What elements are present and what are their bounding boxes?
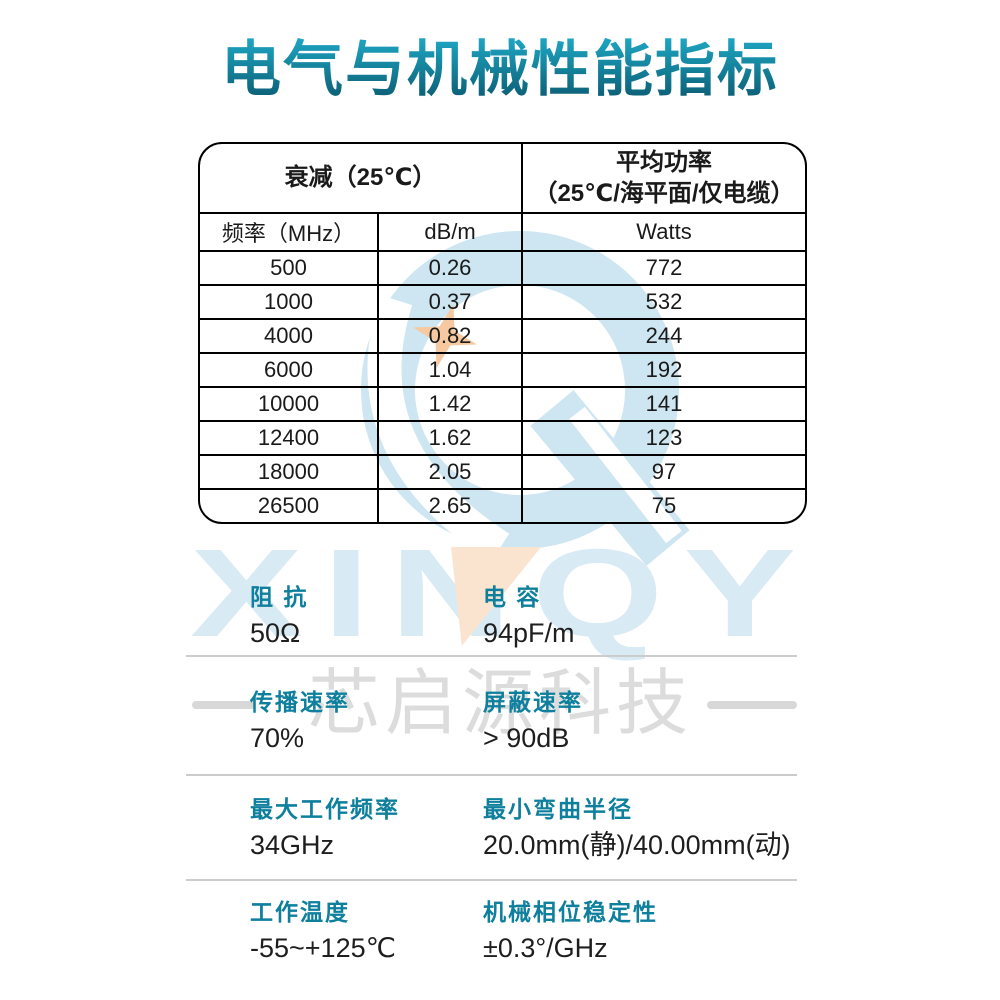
- spec-row-velocity-shielding: 传播速率 70% 屏蔽速率 > 90dB: [250, 689, 810, 754]
- performance-table: 衰减（25℃） 平均功率 （25℃/海平面/仅电缆） 频率（MHz） dB/m …: [198, 142, 807, 524]
- spec-row-temperature-phase: 工作温度 -55~+125℃ 机械相位稳定性 ±0.3°/GHz: [250, 899, 810, 964]
- cell-frequency: 4000: [200, 319, 379, 354]
- spec-row-frequency-bend: 最大工作频率 34GHz 最小弯曲半径 20.0mm(静)/40.00mm(动): [250, 796, 810, 861]
- max-frequency-value: 34GHz: [250, 830, 335, 861]
- power-group-header: 平均功率 （25℃/海平面/仅电缆）: [522, 144, 805, 214]
- cell-frequency: 500: [200, 251, 379, 286]
- cell-watts: 192: [522, 353, 805, 388]
- cell-frequency: 26500: [200, 489, 379, 522]
- cell-dbm: 1.42: [378, 387, 524, 422]
- table-row: 4000 0.82 244: [200, 319, 805, 354]
- shielding-label: 屏蔽速率: [483, 689, 583, 715]
- cell-watts: 532: [522, 285, 805, 320]
- cell-watts: 75: [651, 493, 677, 518]
- col-header-frequency: 频率（MHz）: [200, 213, 379, 252]
- cell-watts: 772: [522, 251, 805, 286]
- cell-watts: 244: [522, 319, 805, 354]
- capacitance-label: 电 容: [483, 584, 542, 610]
- table-row: 500 0.26 772: [200, 251, 805, 286]
- cell-watts: 97: [522, 455, 805, 490]
- watermark-dash-left: [192, 701, 255, 709]
- cell-dbm: 0.26: [378, 251, 524, 286]
- table-column-header-row: 频率（MHz） dB/m Watts: [200, 213, 805, 252]
- cell-frequency: 1000: [200, 285, 379, 320]
- cell-dbm: 2.65: [378, 489, 524, 522]
- shielding-value: > 90dB: [483, 723, 570, 754]
- section-divider: [186, 879, 797, 881]
- max-frequency-label: 最大工作频率: [250, 796, 400, 822]
- cell-frequency: 6000: [200, 353, 379, 388]
- operating-temperature-value: -55~+125℃: [250, 933, 396, 964]
- table-row: 18000 2.05 97: [200, 455, 805, 490]
- cell-dbm: 0.37: [378, 285, 524, 320]
- cell-frequency: 12400: [200, 421, 379, 456]
- cell-frequency: 18000: [200, 455, 379, 490]
- phase-stability-value: ±0.3°/GHz: [483, 933, 608, 964]
- col-header-watts: Watts: [522, 213, 805, 252]
- table-row: 26500 2.65 75: [200, 489, 805, 522]
- table-row: 1000 0.37 532: [200, 285, 805, 320]
- operating-temperature-label: 工作温度: [250, 899, 350, 925]
- watermark-dash-right: [707, 701, 797, 709]
- table-row: 10000 1.42 141: [200, 387, 805, 422]
- section-divider: [186, 774, 797, 776]
- spec-row-impedance-capacitance: 阻 抗 50Ω 电 容 94pF/m: [250, 584, 810, 649]
- cell-dbm: 1.62: [378, 421, 524, 456]
- min-bend-radius-value: 20.0mm(静)/40.00mm(动): [483, 830, 791, 861]
- table-row: 6000 1.04 192: [200, 353, 805, 388]
- impedance-value: 50Ω: [250, 618, 301, 649]
- section-divider: [186, 655, 797, 657]
- cell-dbm: 2.05: [378, 455, 524, 490]
- phase-stability-label: 机械相位稳定性: [483, 899, 658, 925]
- min-bend-radius-label: 最小弯曲半径: [483, 796, 633, 822]
- attenuation-group-header: 衰减（25℃）: [200, 144, 524, 214]
- cell-dbm: 1.04: [378, 353, 524, 388]
- table-group-header-row: 衰减（25℃） 平均功率 （25℃/海平面/仅电缆）: [200, 144, 805, 214]
- page-title: 电气与机械性能指标: [0, 34, 1000, 106]
- propagation-velocity-value: 70%: [250, 723, 305, 754]
- cell-watts: 123: [522, 421, 805, 456]
- cell-frequency: 10000: [200, 387, 379, 422]
- cell-dbm: 0.82: [378, 319, 524, 354]
- power-header-line2: （25℃/海平面/仅电缆）: [533, 180, 795, 207]
- company-watermark-text: 芯启源科技: [308, 664, 694, 744]
- propagation-velocity-label: 传播速率: [250, 689, 350, 715]
- table-row: 12400 1.62 123: [200, 421, 805, 456]
- col-header-dbm: dB/m: [378, 213, 524, 252]
- cell-watts: 141: [522, 387, 805, 422]
- power-header-line1: 平均功率: [616, 148, 712, 176]
- impedance-label: 阻 抗: [250, 584, 309, 610]
- capacitance-value: 94pF/m: [483, 618, 575, 649]
